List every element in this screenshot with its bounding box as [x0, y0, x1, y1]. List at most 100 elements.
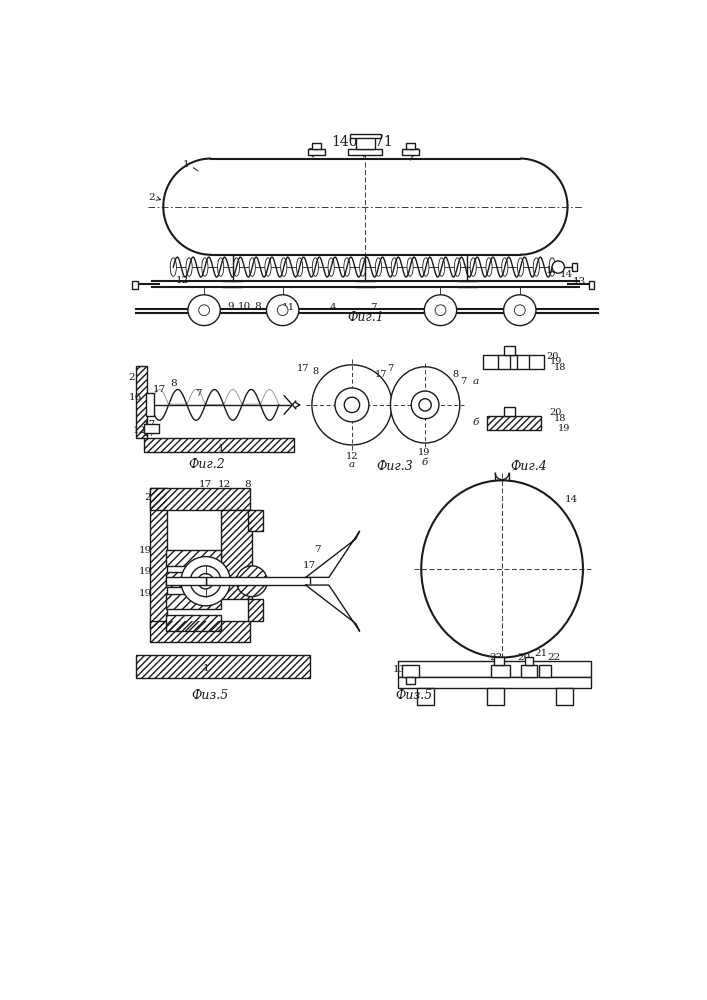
Bar — [398, 661, 590, 677]
Bar — [356, 137, 375, 149]
Bar — [494, 657, 503, 665]
Text: 20: 20 — [550, 408, 562, 417]
Text: 6: 6 — [411, 148, 419, 157]
Ellipse shape — [233, 258, 240, 276]
Text: 16: 16 — [129, 393, 141, 402]
Bar — [165, 615, 221, 631]
Text: Физ.5: Физ.5 — [395, 689, 432, 702]
Text: 18: 18 — [554, 363, 566, 372]
Bar — [206, 577, 310, 585]
Bar — [486, 416, 541, 430]
Bar — [248, 599, 264, 620]
Text: 13: 13 — [393, 665, 407, 674]
Bar — [350, 134, 381, 138]
Bar — [406, 143, 415, 149]
Text: 3: 3 — [363, 148, 369, 157]
Text: 19: 19 — [139, 546, 152, 555]
Bar — [150, 488, 167, 628]
Circle shape — [419, 399, 431, 411]
Ellipse shape — [186, 258, 192, 276]
Text: 4: 4 — [329, 303, 336, 312]
Ellipse shape — [549, 258, 555, 276]
Bar — [150, 488, 167, 628]
Text: 7: 7 — [460, 377, 467, 386]
Circle shape — [312, 365, 392, 445]
Bar — [150, 488, 250, 510]
Text: б: б — [472, 418, 479, 427]
Ellipse shape — [375, 258, 382, 276]
Bar — [525, 657, 533, 665]
Text: 15: 15 — [546, 266, 559, 275]
Circle shape — [411, 391, 439, 419]
Text: 12: 12 — [346, 452, 358, 461]
Bar — [132, 281, 138, 289]
Ellipse shape — [424, 295, 457, 326]
Ellipse shape — [360, 258, 366, 276]
Text: 1400971: 1400971 — [331, 135, 393, 149]
Ellipse shape — [502, 258, 508, 276]
Bar — [144, 438, 294, 452]
Bar — [406, 677, 415, 684]
Bar — [248, 510, 264, 531]
Bar — [165, 615, 221, 631]
Text: 17: 17 — [142, 420, 156, 429]
Ellipse shape — [533, 258, 539, 276]
Circle shape — [190, 566, 221, 597]
Text: 7: 7 — [194, 389, 201, 398]
Ellipse shape — [312, 258, 318, 276]
Text: 14: 14 — [559, 270, 573, 279]
Bar — [150, 620, 250, 642]
Text: 17: 17 — [142, 429, 156, 438]
Ellipse shape — [218, 258, 223, 276]
Text: 20: 20 — [546, 352, 559, 361]
Circle shape — [198, 574, 214, 589]
Bar — [417, 688, 434, 705]
Text: 19: 19 — [139, 589, 152, 598]
Bar — [248, 510, 264, 531]
Bar — [349, 149, 382, 155]
Text: 8: 8 — [245, 480, 251, 489]
Text: 17: 17 — [296, 364, 309, 373]
Bar — [211, 158, 520, 255]
Ellipse shape — [470, 258, 477, 276]
Text: 13: 13 — [573, 277, 585, 286]
Bar — [556, 688, 573, 705]
Text: 12: 12 — [133, 426, 146, 435]
Bar — [136, 655, 310, 678]
Ellipse shape — [201, 258, 208, 276]
Text: а: а — [349, 460, 355, 469]
Ellipse shape — [391, 258, 397, 276]
Bar — [136, 655, 310, 678]
Text: Фиг.4: Фиг.4 — [510, 460, 547, 473]
Bar — [221, 510, 252, 599]
Bar — [165, 577, 206, 585]
Text: 20: 20 — [517, 653, 530, 662]
Text: 19: 19 — [550, 357, 562, 366]
Circle shape — [236, 566, 267, 597]
Bar — [150, 488, 250, 510]
Bar — [150, 620, 250, 642]
Bar — [486, 688, 503, 705]
Bar — [248, 599, 264, 620]
Ellipse shape — [265, 258, 271, 276]
Circle shape — [515, 305, 525, 316]
Bar — [486, 416, 541, 430]
Bar — [589, 281, 595, 289]
Ellipse shape — [390, 367, 460, 443]
Text: 12: 12 — [176, 276, 189, 285]
Text: 8: 8 — [312, 367, 319, 376]
Text: 17: 17 — [303, 561, 316, 570]
Bar — [221, 510, 252, 599]
Bar — [312, 143, 321, 149]
Bar — [539, 665, 551, 677]
Text: 10: 10 — [238, 302, 251, 311]
Circle shape — [335, 388, 369, 422]
Ellipse shape — [188, 295, 221, 326]
Text: 12: 12 — [218, 480, 231, 489]
Ellipse shape — [421, 480, 583, 657]
Circle shape — [435, 305, 446, 316]
Text: 7: 7 — [370, 303, 377, 312]
Ellipse shape — [438, 258, 445, 276]
Text: Фиг.1: Фиг.1 — [347, 311, 384, 324]
Text: 1: 1 — [202, 664, 209, 673]
